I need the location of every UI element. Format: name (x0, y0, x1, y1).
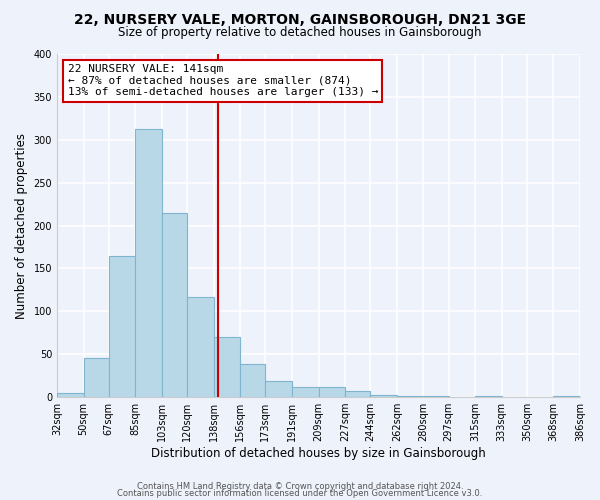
X-axis label: Distribution of detached houses by size in Gainsborough: Distribution of detached houses by size … (151, 447, 486, 460)
Bar (162, 212, 187, 397)
Text: 22, NURSERY VALE, MORTON, GAINSBOROUGH, DN21 3GE: 22, NURSERY VALE, MORTON, GAINSBOROUGH, … (74, 12, 526, 26)
Text: 22 NURSERY VALE: 141sqm
← 87% of detached houses are smaller (874)
13% of semi-d: 22 NURSERY VALE: 141sqm ← 87% of detache… (68, 64, 378, 98)
Bar (397, 396, 424, 397)
Bar (370, 394, 397, 397)
Y-axis label: Number of detached properties: Number of detached properties (15, 132, 28, 318)
Bar (319, 387, 345, 397)
Bar (424, 396, 449, 397)
Bar (57, 393, 83, 397)
Bar (345, 391, 370, 397)
Bar (136, 130, 162, 397)
Bar (214, 337, 240, 397)
Bar (240, 364, 265, 397)
Bar (83, 358, 109, 397)
Bar (187, 296, 214, 397)
Bar (265, 381, 292, 397)
Text: Contains HM Land Registry data © Crown copyright and database right 2024.: Contains HM Land Registry data © Crown c… (137, 482, 463, 491)
Text: Size of property relative to detached houses in Gainsborough: Size of property relative to detached ho… (118, 26, 482, 39)
Bar (109, 256, 136, 397)
Bar (553, 396, 580, 397)
Text: Contains public sector information licensed under the Open Government Licence v3: Contains public sector information licen… (118, 488, 482, 498)
Bar (292, 387, 319, 397)
Bar (475, 396, 502, 397)
